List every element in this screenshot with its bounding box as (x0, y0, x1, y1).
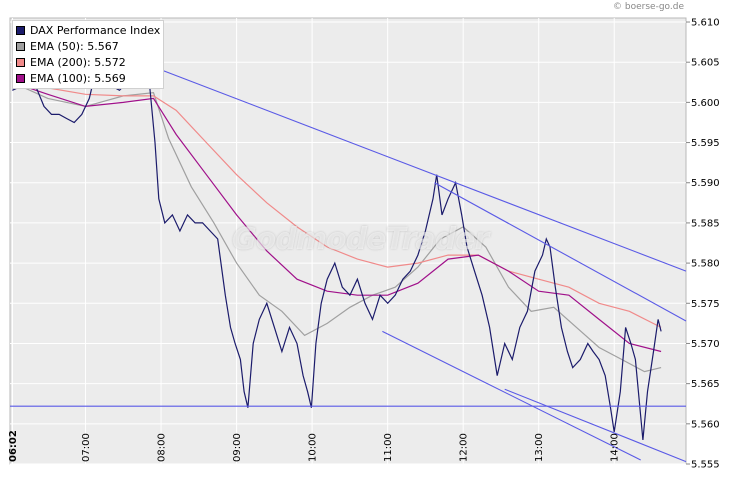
x-tick-label: 09:00 (232, 433, 243, 462)
x-tick-label: 14:00 (610, 433, 621, 462)
trendlines (10, 64, 687, 463)
y-tick-label: 5.580 (691, 259, 720, 270)
legend-item-ema200: EMA (200): 5.572 (16, 54, 160, 70)
ema-lines (12, 81, 662, 373)
legend-label-ema50: EMA (50): 5.567 (30, 39, 119, 53)
y-tick-label: 5.610 (691, 18, 720, 29)
legend-swatch-ema50 (16, 41, 25, 51)
watermark-logo: GodmodeTrader (232, 222, 489, 257)
trendline (434, 182, 687, 322)
legend-swatch-ema200 (16, 57, 25, 67)
legend-label-ema100: EMA (100): 5.569 (30, 71, 126, 85)
y-tick-label: 5.585 (691, 218, 720, 229)
trendline (147, 64, 687, 272)
legend: DAX Performance Index EMA (50): 5.567 EM… (12, 20, 165, 89)
trendline (504, 388, 687, 463)
x-tick-label: 06:02 (8, 430, 19, 462)
legend-swatch-dax (16, 25, 25, 35)
y-tick-label: 5.570 (691, 339, 720, 350)
ema100-line (12, 81, 662, 353)
y-tick-label: 5.600 (691, 98, 720, 109)
y-tick-label: 5.590 (691, 178, 720, 189)
x-tick-label: 12:00 (459, 433, 470, 462)
legend-item-dax: DAX Performance Index (16, 22, 160, 38)
ema50-line (12, 81, 662, 373)
y-tick-label: 5.565 (691, 379, 720, 390)
x-tick-label: 11:00 (383, 433, 394, 462)
x-tick-label: 13:00 (534, 433, 545, 462)
legend-label-ema200: EMA (200): 5.572 (30, 55, 126, 69)
ema200-line (12, 81, 662, 328)
y-tick-label: 5.595 (691, 138, 720, 149)
legend-item-ema100: EMA (100): 5.569 (16, 70, 160, 86)
legend-item-ema50: EMA (50): 5.567 (16, 38, 160, 54)
x-tick-label: 08:00 (157, 433, 168, 462)
legend-swatch-ema100 (16, 73, 25, 83)
x-tick-label: 07:00 (81, 433, 92, 462)
y-tick-label: 5.605 (691, 58, 720, 69)
y-axis-ticks: 5.555 5.560 5.565 5.570 5.575 5.580 5.585 5.590… (686, 18, 720, 471)
x-axis-ticks: 06:02 07:00 08:00 09:00 10:00 11:00 12:00 13:00… (8, 430, 621, 462)
y-tick-label: 5.575 (691, 299, 720, 310)
y-tick-label: 5.555 (691, 460, 720, 471)
plot-background (9, 17, 687, 465)
trendline (382, 330, 641, 461)
x-tick-label: 10:00 (308, 433, 319, 462)
credit-text: © boerse-go.de (613, 2, 684, 12)
y-tick-label: 5.560 (691, 419, 720, 430)
legend-label-dax: DAX Performance Index (30, 23, 161, 37)
